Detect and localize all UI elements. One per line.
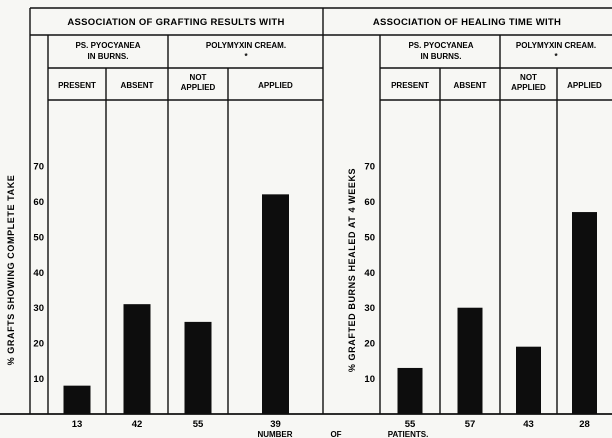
panel2-bar-4 (572, 212, 597, 414)
panel1-category-label-2: ABSENT (121, 81, 154, 90)
panel1-bar-2 (123, 304, 151, 414)
panel2-category-label-4: APPLIED (567, 81, 602, 90)
panel1-y-tick-3: 30 (33, 303, 44, 314)
footer-of-label: OF (330, 430, 341, 438)
panel2-y-tick-6: 60 (364, 197, 375, 208)
panel2-bar-2 (457, 307, 483, 414)
panel1-count-label-4: 39 (270, 419, 281, 430)
panel2-y-tick-5: 50 (364, 232, 375, 243)
panel2-count-label-1: 55 (405, 419, 416, 430)
panel1-category-label-1: PRESENT (58, 81, 96, 90)
panel1-y-tick-7: 70 (33, 162, 44, 173)
panel2-title: ASSOCIATION OF HEALING TIME WITH (373, 17, 561, 28)
panel1-y-tick-6: 60 (33, 197, 44, 208)
panel2-y-tick-1: 10 (364, 374, 375, 385)
panel1-category-label-4: APPLIED (258, 81, 293, 90)
panel1-y-tick-5: 50 (33, 232, 44, 243)
footer-number-label: NUMBER (257, 430, 292, 438)
panel2-bar-3 (516, 346, 541, 414)
panel1-count-label-2: 42 (132, 419, 143, 430)
panel1-group-label-2: POLYMYXIN CREAM. * (206, 41, 286, 61)
panel2-bar-1 (397, 367, 423, 414)
panel2-category-label-2: ABSENT (454, 81, 487, 90)
panel1-group-label-1: PS. PYOCYANEA IN BURNS. (75, 41, 140, 61)
panel2-category-label-1: PRESENT (391, 81, 429, 90)
panel1-title: ASSOCIATION OF GRAFTING RESULTS WITH (67, 17, 284, 28)
panel2-y-tick-7: 70 (364, 162, 375, 173)
panel1-y-tick-4: 40 (33, 268, 44, 279)
panel1-category-label-3: NOT APPLIED (181, 73, 216, 92)
panel1-bar-3 (184, 321, 212, 414)
panel2-count-label-2: 57 (465, 419, 476, 430)
panel2-group-label-1: PS. PYOCYANEA IN BURNS. (408, 41, 473, 61)
panel2-y-axis-label: % GRAFTED BURNS HEALED AT 4 WEEKS (347, 168, 357, 372)
panel1-count-label-3: 55 (193, 419, 204, 430)
panel2-count-label-4: 28 (579, 419, 590, 430)
panel2-category-label-3: NOT APPLIED (511, 73, 546, 92)
panel2-y-tick-4: 40 (364, 268, 375, 279)
panel2-y-tick-3: 30 (364, 303, 375, 314)
footer-patients-label: PATIENTS. (388, 430, 429, 438)
panel1-y-axis-label: % GRAFTS SHOWING COMPLETE TAKE (6, 175, 16, 366)
panel2-count-label-3: 43 (523, 419, 534, 430)
panel1-bar-1 (63, 385, 91, 414)
panel1-y-tick-1: 10 (33, 374, 44, 385)
panel2-group-label-2: POLYMYXIN CREAM. * (516, 41, 596, 61)
panel1-count-label-1: 13 (72, 419, 83, 430)
panel1-y-tick-2: 20 (33, 339, 44, 350)
panel1-bar-4 (262, 194, 289, 414)
panel2-y-tick-2: 20 (364, 339, 375, 350)
